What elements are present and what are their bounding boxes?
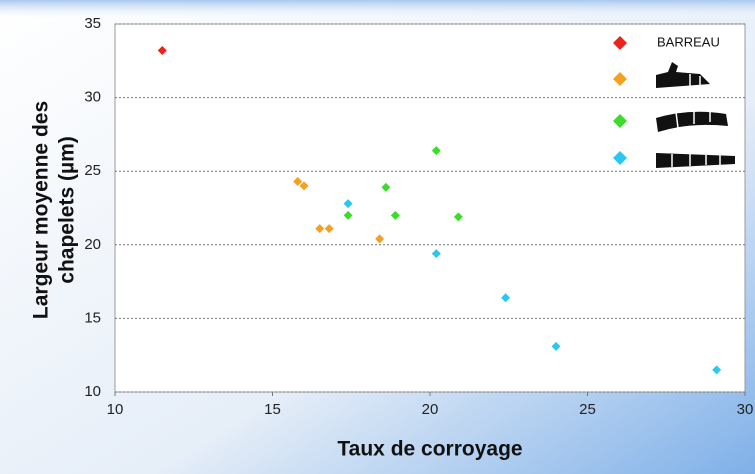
point — [390, 210, 400, 220]
point — [431, 146, 441, 156]
y-tick-label: 10 — [84, 383, 101, 400]
x-tick-label: 10 — [107, 401, 124, 418]
x-tick-label: 25 — [579, 401, 596, 418]
y-axis-label: chapelets (µm) — [56, 136, 79, 283]
legend-icon-segments — [671, 74, 721, 167]
legend-marker — [613, 151, 627, 165]
plot-area — [114, 23, 746, 393]
point — [712, 365, 722, 375]
point — [431, 249, 441, 259]
x-axis-label: Taux de corroyage — [337, 438, 522, 461]
point — [453, 212, 463, 222]
point — [293, 177, 303, 187]
legend-label: BARREAU — [657, 34, 720, 49]
point — [375, 234, 385, 244]
point — [343, 210, 353, 220]
point — [343, 199, 353, 209]
legend-marker — [613, 36, 627, 50]
point — [551, 341, 561, 351]
x-tick-label: 15 — [264, 401, 281, 418]
x-tick-label: 30 — [737, 401, 754, 418]
point — [501, 293, 511, 303]
y-tick-label: 25 — [84, 162, 101, 179]
legend-icon — [656, 62, 710, 88]
y-tick-label: 30 — [84, 89, 101, 106]
y-tick-label: 35 — [84, 15, 101, 32]
y-axis-label: Largeur moyenne des — [30, 101, 53, 319]
point — [157, 45, 167, 55]
legend-marker — [613, 72, 627, 86]
point — [324, 224, 334, 234]
point — [381, 182, 391, 192]
legend-icon — [656, 153, 735, 168]
legend-marker — [613, 114, 627, 128]
background-band — [0, 0, 755, 20]
y-tick-label: 20 — [84, 236, 101, 253]
point — [315, 224, 325, 234]
point — [299, 181, 309, 191]
x-tick-label: 20 — [422, 401, 439, 418]
y-tick-label: 15 — [84, 309, 101, 326]
